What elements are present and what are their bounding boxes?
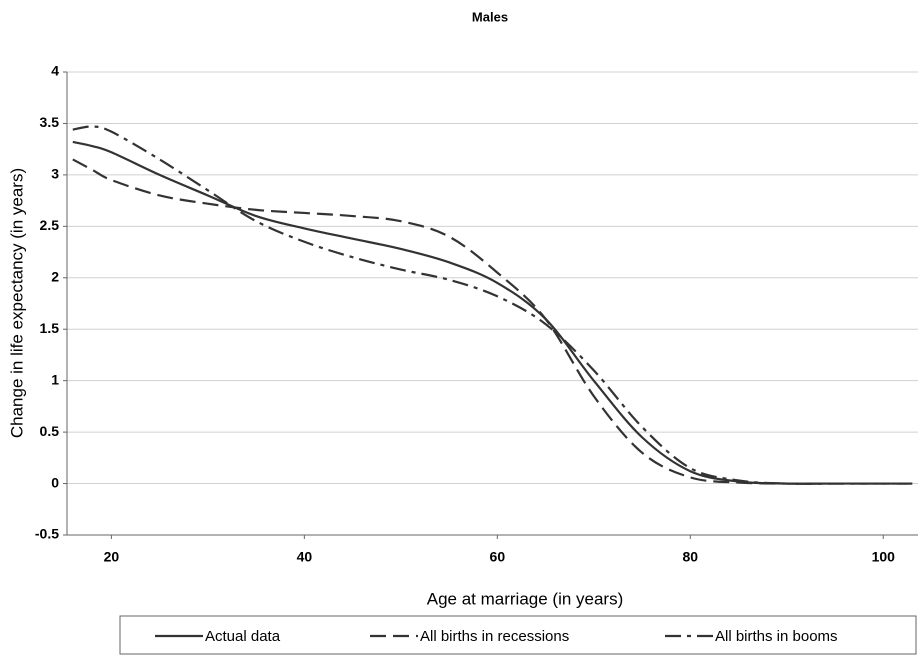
x-axis-label: Age at marriage (in years) <box>427 589 624 608</box>
y-tick-label: -0.5 <box>35 526 59 542</box>
y-tick-label: 3 <box>51 166 59 182</box>
y-tick-label: 1.5 <box>40 320 60 336</box>
y-tick-label: 2 <box>51 268 59 284</box>
y-tick-label: 0.5 <box>40 423 60 439</box>
y-tick-label: 0 <box>51 474 59 490</box>
legend-label: Actual data <box>205 628 281 645</box>
x-tick-label: 20 <box>104 549 120 565</box>
line-series <box>72 140 913 485</box>
y-tick-label: 4 <box>51 63 59 79</box>
line-series <box>72 158 913 485</box>
legend-label: All births in recessions <box>420 628 569 645</box>
y-tick-label: 3.5 <box>40 114 60 130</box>
x-tick-label: 60 <box>490 549 506 565</box>
y-tick-label: 1 <box>51 371 59 387</box>
chart-title: Males <box>472 9 508 24</box>
legend-label: All births in booms <box>715 628 838 645</box>
x-tick-label: 80 <box>683 549 699 565</box>
y-tick-label: 2.5 <box>40 217 60 233</box>
y-axis-label: Change in life expectancy (in years) <box>7 168 26 438</box>
legend-box <box>119 615 917 655</box>
line-series <box>72 125 913 485</box>
x-tick-label: 40 <box>297 549 313 565</box>
x-tick-label: 100 <box>872 549 896 565</box>
